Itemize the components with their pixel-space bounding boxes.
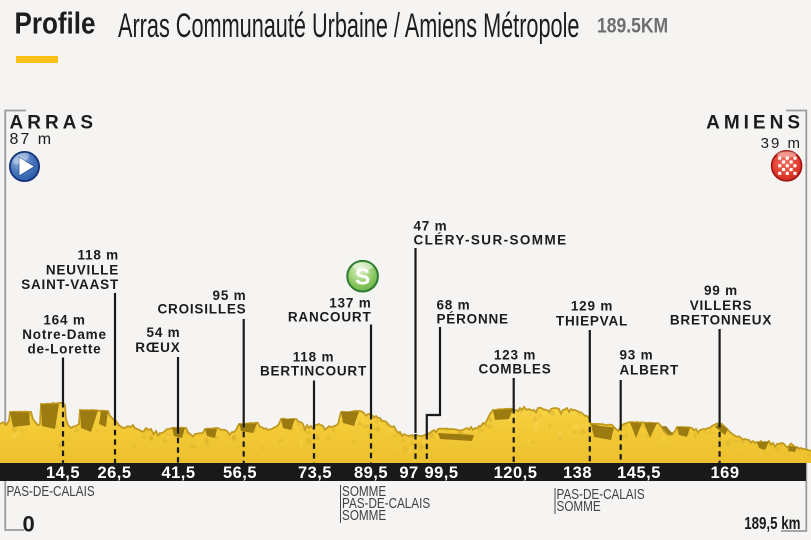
svg-text:68 m: 68 m [437, 298, 471, 313]
svg-text:164 m: 164 m [43, 313, 85, 328]
svg-text:129 m: 129 m [571, 299, 613, 314]
svg-text:99 m: 99 m [704, 283, 738, 298]
svg-text:89,5: 89,5 [354, 464, 388, 482]
svg-text:|SOMME: |SOMME [554, 498, 601, 515]
svg-text:26,5: 26,5 [97, 464, 131, 482]
svg-text:189,5 km: 189,5 km [744, 514, 800, 533]
svg-text:BRETONNEUX: BRETONNEUX [670, 313, 772, 328]
svg-text:|PAS-DE-CALAIS: |PAS-DE-CALAIS [339, 495, 430, 512]
svg-text:169: 169 [710, 464, 739, 482]
svg-text:41,5: 41,5 [161, 464, 195, 482]
svg-text:0: 0 [23, 512, 35, 537]
svg-text:118 m: 118 m [293, 350, 335, 365]
svg-text:de-Lorette: de-Lorette [27, 342, 101, 357]
svg-text:47 m: 47 m [414, 219, 448, 234]
svg-text:|PAS-DE-CALAIS: |PAS-DE-CALAIS [554, 486, 645, 503]
svg-text:Notre-Dame: Notre-Dame [22, 327, 107, 342]
svg-text:PAS-DE-CALAIS: PAS-DE-CALAIS [6, 483, 94, 500]
svg-text:56,5: 56,5 [223, 464, 257, 482]
svg-text:AMIENS: AMIENS [706, 112, 804, 133]
svg-text:ALBERT: ALBERT [620, 363, 680, 378]
svg-text:Arras Communauté Urbaine / Ami: Arras Communauté Urbaine / Amiens Métrop… [118, 7, 579, 45]
svg-text:COMBLES: COMBLES [478, 362, 551, 377]
svg-text:S: S [355, 264, 370, 290]
svg-text:95 m: 95 m [213, 288, 247, 303]
svg-text:73,5: 73,5 [298, 464, 332, 482]
svg-text:93 m: 93 m [620, 348, 654, 363]
svg-text:RANCOURT: RANCOURT [288, 310, 372, 325]
svg-text:123 m: 123 m [494, 348, 536, 363]
svg-text:CROISILLES: CROISILLES [157, 302, 246, 317]
svg-text:RŒUX: RŒUX [135, 340, 180, 355]
svg-text:THIEPVAL: THIEPVAL [556, 314, 628, 329]
svg-text:87 m: 87 m [10, 131, 54, 148]
svg-text:NEUVILLE: NEUVILLE [46, 263, 119, 278]
svg-text:|SOMME: |SOMME [339, 483, 386, 500]
svg-text:145,5: 145,5 [617, 464, 661, 482]
svg-text:PÉRONNE: PÉRONNE [437, 312, 509, 327]
svg-text:SAINT-VAAST: SAINT-VAAST [21, 277, 119, 292]
svg-text:118 m: 118 m [77, 248, 119, 263]
svg-text:14,5: 14,5 [46, 464, 80, 482]
svg-text:97: 97 [399, 464, 418, 482]
svg-text:ARRAS: ARRAS [10, 112, 98, 133]
svg-text:137 m: 137 m [329, 296, 371, 311]
svg-text:120,5: 120,5 [494, 464, 538, 482]
svg-text:Profile: Profile [15, 6, 96, 41]
svg-text:54 m: 54 m [147, 325, 181, 340]
svg-text:|SOMME: |SOMME [339, 507, 386, 524]
svg-text:138: 138 [563, 464, 592, 482]
svg-text:189.5KM: 189.5KM [597, 14, 668, 38]
svg-text:BERTINCOURT: BERTINCOURT [260, 364, 367, 379]
svg-text:99,5: 99,5 [424, 464, 458, 482]
svg-text:CLÉRY-SUR-SOMME: CLÉRY-SUR-SOMME [414, 233, 568, 248]
svg-text:VILLERS: VILLERS [690, 298, 753, 313]
svg-text:39 m: 39 m [761, 135, 802, 152]
